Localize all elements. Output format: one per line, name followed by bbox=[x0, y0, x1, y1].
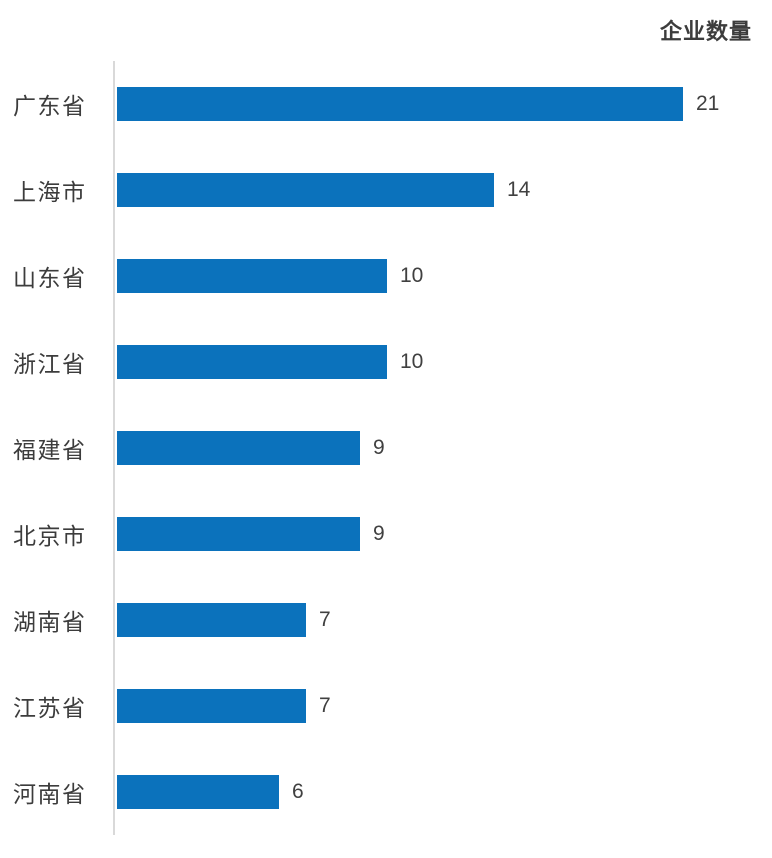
chart-row: 北京市 9 bbox=[0, 491, 772, 577]
bar bbox=[117, 775, 279, 809]
plot-area: 10 bbox=[113, 233, 772, 319]
chart-row: 福建省 9 bbox=[0, 405, 772, 491]
chart-row: 山东省 10 bbox=[0, 233, 772, 319]
category-label: 广东省 bbox=[13, 94, 87, 119]
chart-title: 企业数量 bbox=[659, 19, 752, 44]
bar bbox=[117, 87, 683, 121]
bar bbox=[117, 689, 306, 723]
bar bbox=[117, 517, 360, 551]
bar bbox=[117, 259, 387, 293]
chart-row: 浙江省 10 bbox=[0, 319, 772, 405]
bar bbox=[117, 345, 387, 379]
plot-area: 14 bbox=[113, 147, 772, 233]
value-label: 21 bbox=[696, 92, 720, 115]
value-label: 14 bbox=[507, 178, 531, 201]
plot-area: 7 bbox=[113, 577, 772, 663]
value-label: 7 bbox=[319, 694, 331, 717]
plot-area: 9 bbox=[113, 405, 772, 491]
chart-row: 河南省 6 bbox=[0, 749, 772, 835]
value-label: 10 bbox=[400, 264, 424, 287]
chart-row: 江苏省 7 bbox=[0, 663, 772, 749]
plot-area: 21 bbox=[113, 61, 772, 147]
value-label: 9 bbox=[373, 522, 385, 545]
plot-area: 9 bbox=[113, 491, 772, 577]
value-label: 9 bbox=[373, 436, 385, 459]
value-label: 6 bbox=[292, 780, 304, 803]
plot-area: 10 bbox=[113, 319, 772, 405]
category-label: 山东省 bbox=[13, 266, 87, 291]
value-label: 10 bbox=[400, 350, 424, 373]
chart-row: 广东省 21 bbox=[0, 61, 772, 147]
value-label: 7 bbox=[319, 608, 331, 631]
category-label: 上海市 bbox=[13, 180, 87, 205]
chart-rows: 广东省 21 上海市 14 山东省 10 浙江省 10 福建省 9 bbox=[0, 61, 772, 835]
chart-row: 湖南省 7 bbox=[0, 577, 772, 663]
category-label: 湖南省 bbox=[13, 610, 87, 635]
bar bbox=[117, 173, 494, 207]
category-label: 河南省 bbox=[13, 782, 87, 807]
category-label: 江苏省 bbox=[13, 696, 87, 721]
category-label: 福建省 bbox=[13, 438, 87, 463]
chart-row: 上海市 14 bbox=[0, 147, 772, 233]
category-label: 北京市 bbox=[13, 524, 87, 549]
bar bbox=[117, 431, 360, 465]
plot-area: 7 bbox=[113, 663, 772, 749]
plot-area: 6 bbox=[113, 749, 772, 835]
bar bbox=[117, 603, 306, 637]
category-label: 浙江省 bbox=[13, 352, 87, 377]
